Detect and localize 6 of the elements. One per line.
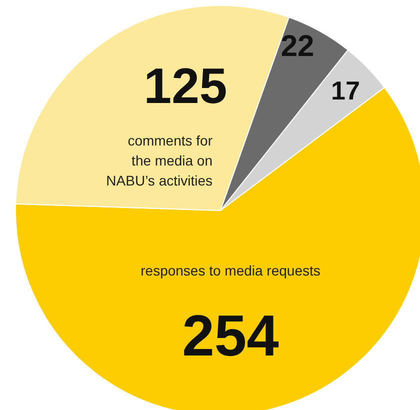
data-label: 125 [144,58,228,114]
data-label: 254 [182,304,279,368]
slice-label: responses to media requests [140,262,320,278]
data-label: 22 [280,30,314,63]
data-label: 17 [331,76,360,106]
slice-label: comments for the media on NABU’s activities [106,132,213,188]
